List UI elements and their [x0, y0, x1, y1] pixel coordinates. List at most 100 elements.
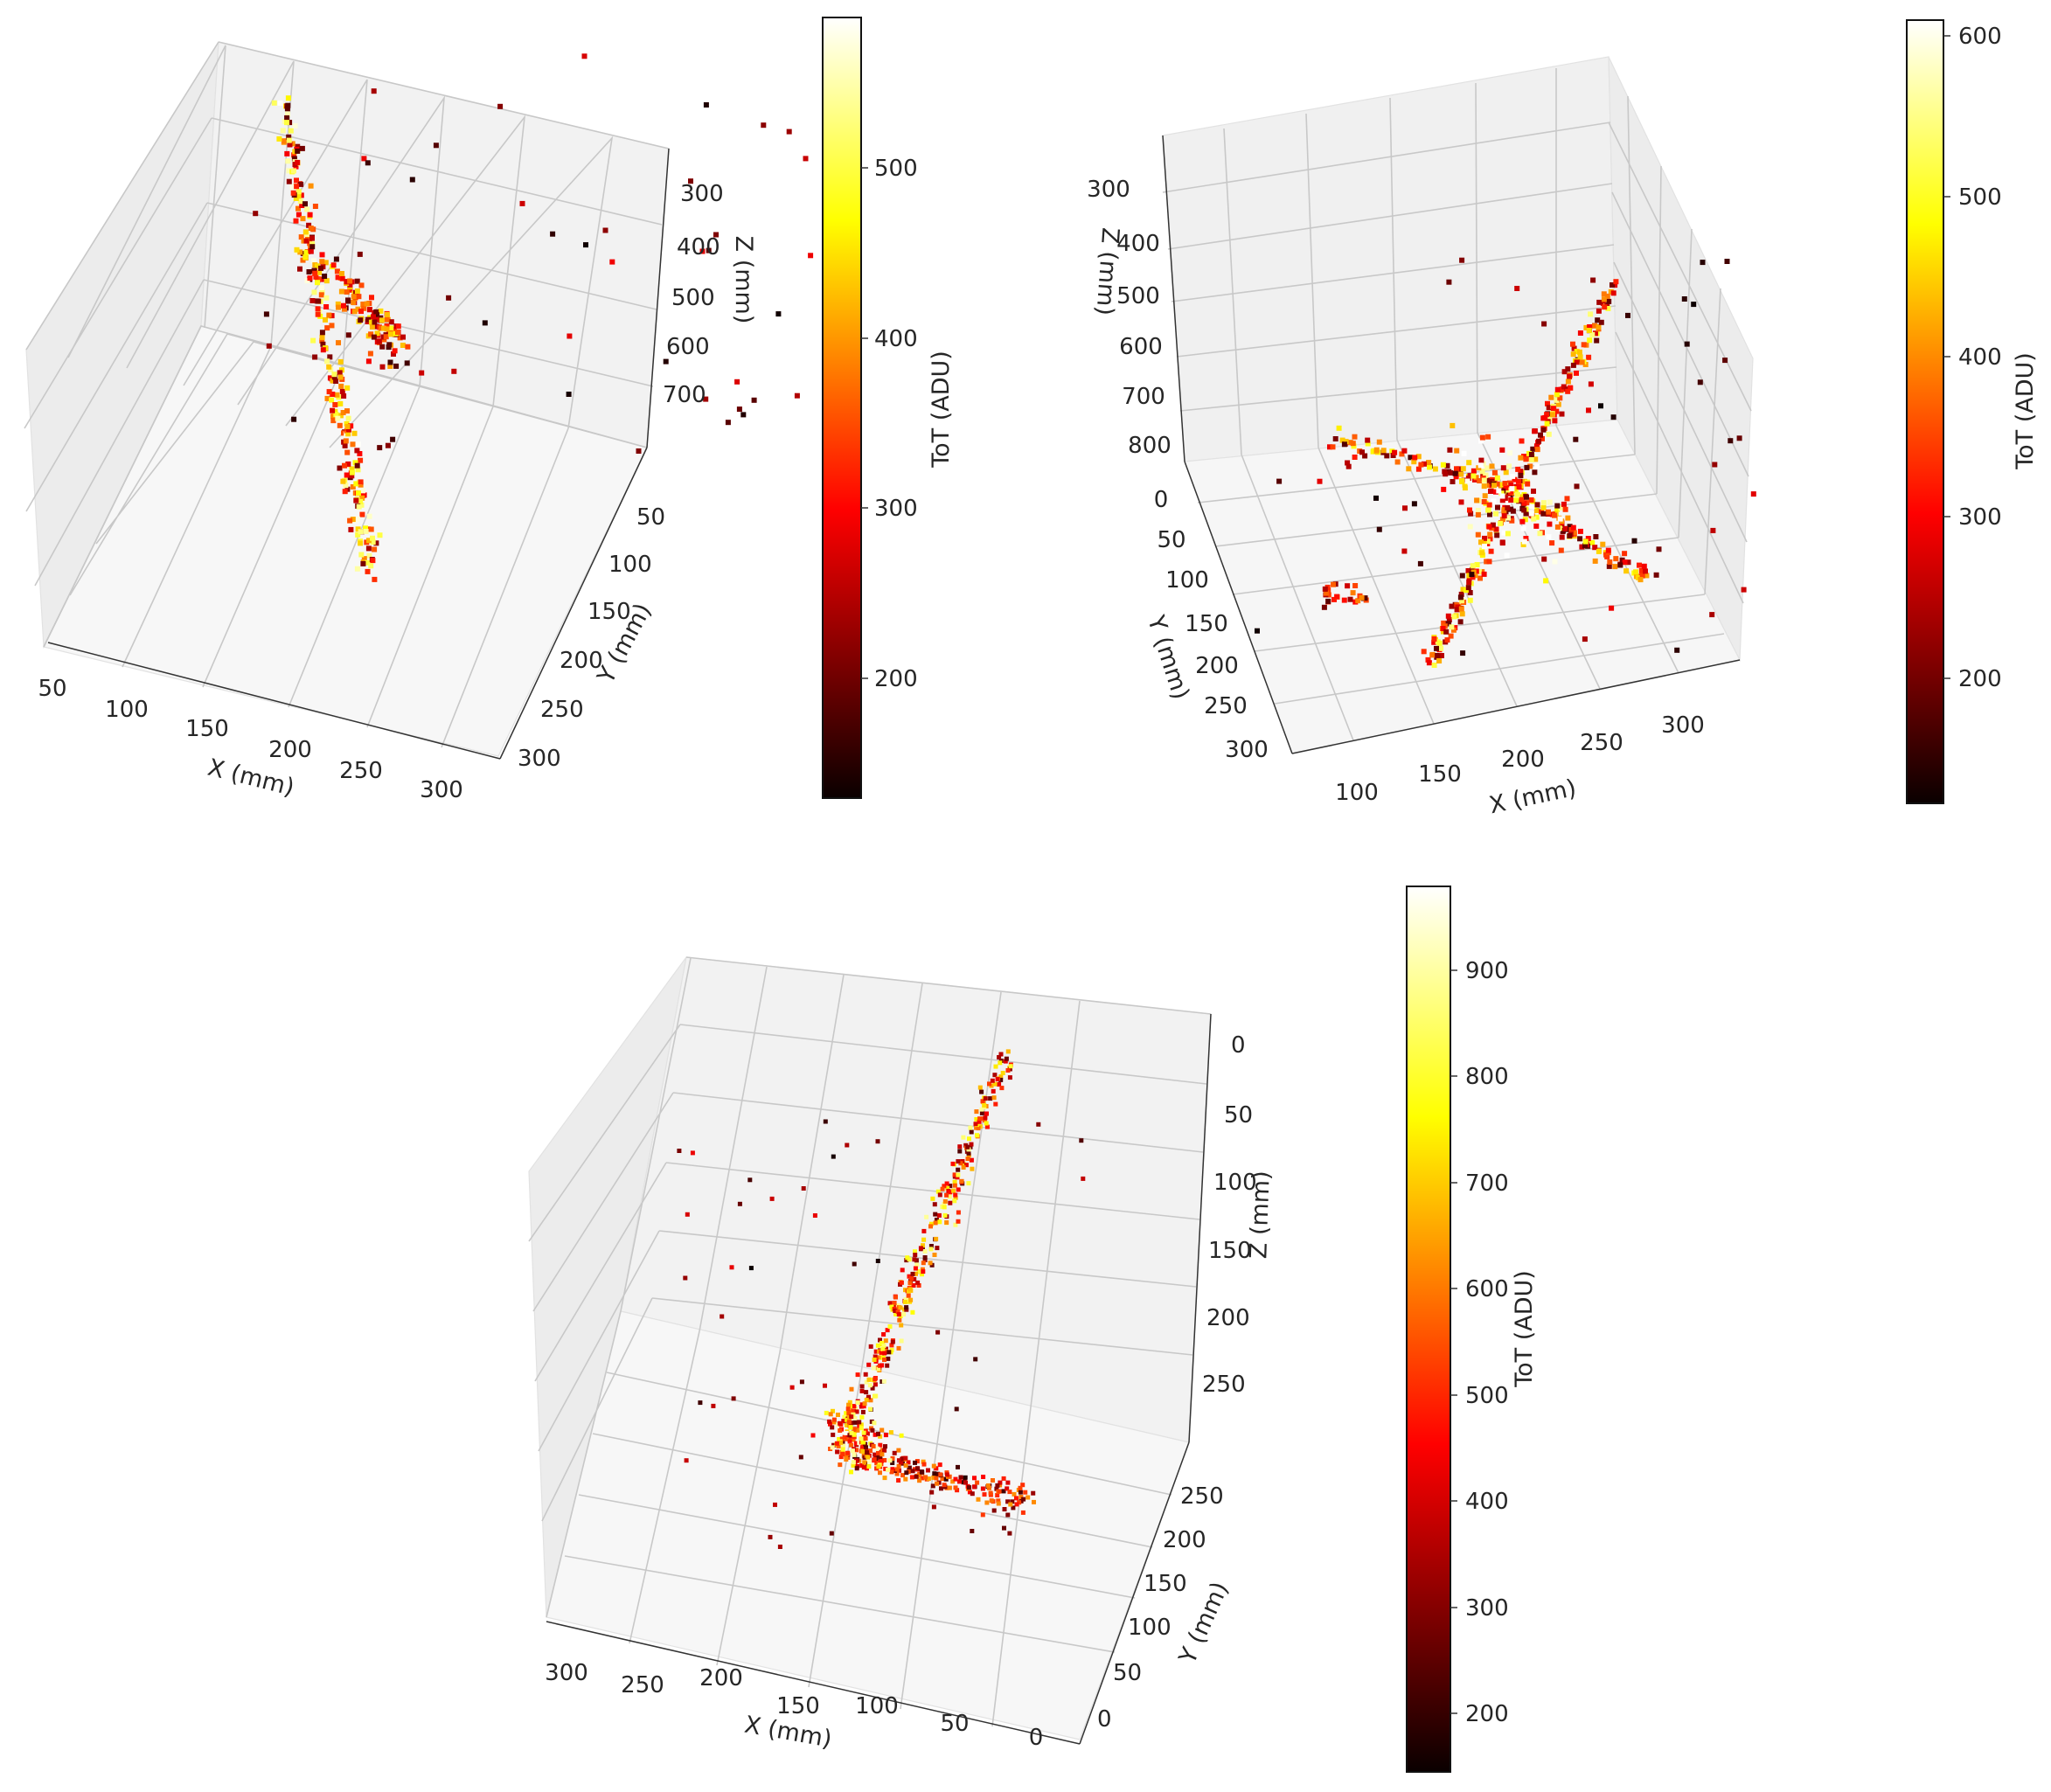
scatter-point — [290, 190, 296, 196]
scatter-point — [944, 1181, 949, 1186]
panel-1-y-tick: 100 — [608, 552, 652, 578]
scatter-point — [899, 1280, 904, 1285]
scatter-point — [1546, 534, 1552, 540]
panel-2-colorbar-ticks: 200 300 400 500 600 — [1943, 24, 2002, 692]
scatter-point — [284, 106, 290, 112]
scatter-point — [1487, 531, 1493, 538]
scatter-point — [1528, 456, 1534, 462]
scatter-point — [840, 1447, 845, 1452]
scatter-point — [497, 103, 504, 109]
scatter-point — [349, 466, 355, 472]
scatter-point — [916, 1283, 921, 1288]
scatter-point — [1470, 473, 1477, 479]
scatter-point — [284, 115, 290, 121]
scatter-point — [293, 196, 299, 201]
scatter-point — [1554, 397, 1560, 403]
scatter-point — [1352, 434, 1358, 440]
scatter-point — [831, 1154, 836, 1159]
scatter-point — [1457, 594, 1464, 601]
scatter-point — [323, 295, 330, 301]
scatter-point — [961, 1162, 966, 1167]
scatter-point — [319, 285, 324, 290]
scatter-point — [1462, 485, 1468, 491]
scatter-point — [968, 1125, 973, 1130]
scatter-point — [970, 1491, 975, 1497]
scatter-point — [1583, 324, 1589, 330]
scatter-point — [355, 306, 361, 312]
scatter-point — [841, 1443, 846, 1448]
scatter-point — [1422, 461, 1427, 467]
scatter-point — [292, 122, 298, 128]
scatter-point — [1543, 578, 1549, 584]
scatter-point — [1002, 1507, 1007, 1511]
scatter-point — [1533, 443, 1540, 449]
scatter-point — [913, 1253, 918, 1258]
scatter-point — [823, 1119, 828, 1124]
scatter-point — [1508, 489, 1513, 495]
scatter-point — [1605, 547, 1611, 553]
scatter-point — [1548, 394, 1554, 400]
scatter-point — [953, 1192, 958, 1198]
scatter-point — [1509, 517, 1515, 524]
panel-1-z-ticks: 300 400 500 600 700 — [663, 181, 724, 408]
scatter-point — [300, 216, 306, 222]
scatter-point — [865, 1450, 870, 1455]
scatter-point — [922, 1258, 928, 1262]
scatter-point — [1532, 469, 1538, 476]
scatter-point — [1021, 1497, 1026, 1502]
panel-1-y-tick: 150 — [587, 599, 631, 625]
scatter-point — [350, 484, 356, 490]
scatter-point — [861, 1440, 866, 1445]
scatter-point — [1452, 470, 1458, 476]
panel-1-colorbar-tick: 300 — [874, 496, 918, 522]
scatter-point — [1598, 403, 1603, 409]
scatter-point — [834, 1441, 839, 1446]
scatter-point — [1481, 499, 1487, 504]
scatter-point — [323, 278, 330, 284]
scatter-point — [1347, 440, 1353, 446]
scatter-point — [879, 1452, 885, 1457]
scatter-point — [1453, 474, 1459, 480]
scatter-point — [1427, 464, 1433, 470]
scatter-point — [353, 497, 359, 504]
scatter-point — [1484, 538, 1491, 545]
scatter-point — [910, 1469, 915, 1474]
scatter-point — [1633, 569, 1639, 575]
scatter-point — [372, 546, 378, 552]
panel-3-colorbar: 200 300 400 500 600 700 800 900 ToT (ADU… — [1406, 886, 1538, 1773]
scatter-point — [295, 205, 301, 212]
scatter-point — [909, 1475, 914, 1480]
scatter-point — [1445, 621, 1451, 627]
scatter-point — [1522, 517, 1528, 523]
scatter-point — [953, 1476, 958, 1482]
scatter-point — [1362, 453, 1368, 459]
scatter-point — [391, 351, 396, 357]
scatter-point — [935, 1481, 939, 1486]
scatter-point — [356, 294, 362, 300]
panel-1-x-tick: 200 — [268, 737, 312, 763]
scatter-point — [852, 1420, 858, 1425]
scatter-point — [713, 232, 719, 238]
panel-2-x-axis-label: X (mm) — [1487, 774, 1579, 819]
scatter-point — [1728, 438, 1734, 444]
panel-3-x-tick: 300 — [545, 1660, 588, 1686]
scatter-point — [337, 400, 344, 406]
scatter-point — [1480, 461, 1486, 467]
scatter-point — [865, 1431, 870, 1436]
scatter-point — [894, 1471, 900, 1476]
scatter-point — [303, 249, 309, 255]
scatter-point — [1331, 596, 1337, 602]
scatter-point — [1602, 304, 1608, 310]
scatter-point — [1440, 626, 1446, 631]
scatter-point — [1481, 477, 1487, 483]
scatter-point — [878, 1434, 883, 1439]
scatter-point — [861, 1465, 866, 1470]
scatter-point — [740, 412, 747, 418]
scatter-point — [1478, 438, 1484, 444]
scatter-point — [1576, 349, 1582, 355]
scatter-point — [914, 1262, 920, 1268]
scatter-point — [981, 1475, 986, 1479]
scatter-point — [315, 306, 321, 312]
panel-1-gridlines — [24, 41, 670, 748]
scatter-point — [997, 1055, 1002, 1059]
